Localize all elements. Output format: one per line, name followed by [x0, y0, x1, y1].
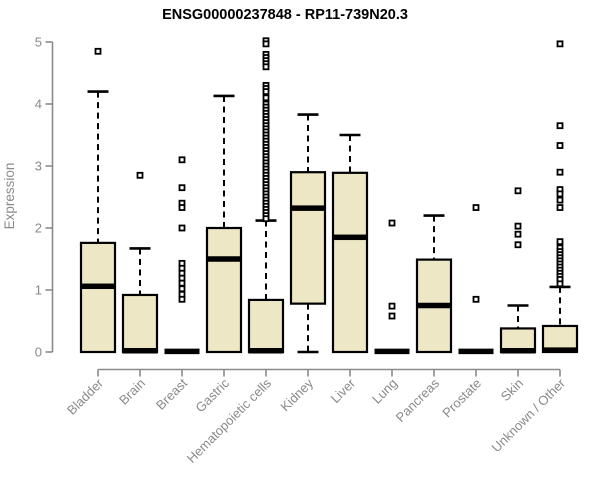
x-tick-label: Liver	[328, 375, 359, 406]
box-group-liver	[331, 133, 369, 354]
outlier-point	[178, 285, 186, 293]
outlier-point	[388, 302, 396, 310]
median-line	[416, 302, 452, 309]
x-tick-label: Brain	[116, 376, 148, 408]
box-rect	[289, 171, 327, 305]
outlier-point	[178, 224, 186, 232]
outlier-point	[556, 190, 564, 198]
outlier-point	[472, 204, 480, 211]
outlier-point	[514, 241, 522, 249]
outlier-point	[136, 171, 144, 179]
box-group-kidney	[289, 113, 327, 354]
outlier-point	[388, 312, 396, 320]
outlier-point	[262, 88, 270, 95]
box-group-breast	[164, 156, 200, 355]
outlier-point	[178, 279, 186, 287]
x-tick-label: Skin	[498, 376, 526, 404]
x-tick-label: Pancreas	[393, 375, 443, 425]
median-line	[458, 348, 494, 355]
outlier-point	[178, 295, 186, 303]
median-line	[206, 256, 242, 262]
median-line	[248, 348, 284, 354]
y-tick-label: 3	[35, 159, 42, 174]
y-tick-label: 5	[35, 35, 42, 50]
box-group-gastric	[205, 94, 243, 354]
x-tick-label: Kidney	[277, 375, 316, 414]
y-tick-label: 0	[35, 345, 42, 360]
outlier-point	[556, 196, 564, 204]
outlier-point	[556, 238, 564, 246]
outlier-point	[556, 122, 564, 130]
chart-title: ENSG00000237848 - RP11-739N20.3	[162, 7, 408, 23]
median-line	[122, 348, 158, 354]
box-group-unknown-other	[541, 40, 579, 354]
box-rect	[79, 241, 117, 354]
outlier-point	[178, 204, 186, 211]
y-tick-label: 2	[35, 221, 42, 236]
x-tick-label: Unknown / Other	[489, 375, 569, 455]
y-tick-label: 1	[35, 283, 42, 298]
box-rect	[205, 226, 243, 354]
outlier-point	[556, 142, 564, 149]
box-group-lung	[374, 219, 410, 355]
y-tick-label: 4	[35, 97, 42, 112]
outlier-point	[556, 204, 564, 211]
x-tick-label: Breast	[153, 375, 190, 412]
outlier-point	[94, 47, 102, 55]
outlier-point	[514, 230, 522, 238]
outlier-point	[514, 187, 522, 195]
outlier-point	[262, 40, 270, 48]
x-tick-label: Gastric	[192, 375, 232, 415]
outlier-point	[262, 215, 270, 223]
median-line	[164, 348, 200, 355]
box-group-skin	[499, 187, 537, 354]
outlier-point	[262, 94, 270, 102]
outlier-point	[472, 295, 480, 303]
median-line	[374, 348, 410, 355]
box-rect	[331, 171, 369, 354]
outlier-point	[556, 280, 564, 288]
outlier-point	[388, 219, 396, 227]
box-group-pancreas	[415, 214, 453, 354]
outlier-point	[262, 63, 270, 71]
box-group-bladder	[79, 47, 117, 354]
median-line	[500, 348, 536, 354]
outlier-point	[556, 168, 564, 176]
x-tick-label: Prostate	[439, 376, 484, 421]
box-group-prostate	[458, 204, 494, 355]
outlier-point	[178, 156, 186, 164]
box-rect	[247, 298, 285, 354]
median-line	[542, 347, 578, 353]
box-group-brain	[121, 171, 159, 354]
outlier-point	[514, 222, 522, 230]
y-axis-label: Expression	[2, 163, 17, 230]
median-line	[80, 283, 116, 290]
x-tick-label: Lung	[369, 376, 400, 407]
x-tick-label: Bladder	[64, 375, 107, 418]
box-rect	[121, 293, 159, 354]
median-line	[290, 205, 326, 211]
median-line	[332, 234, 368, 241]
outlier-point	[556, 40, 564, 48]
box-group-hematopoietic-cells	[247, 37, 285, 354]
outlier-point	[178, 184, 186, 192]
